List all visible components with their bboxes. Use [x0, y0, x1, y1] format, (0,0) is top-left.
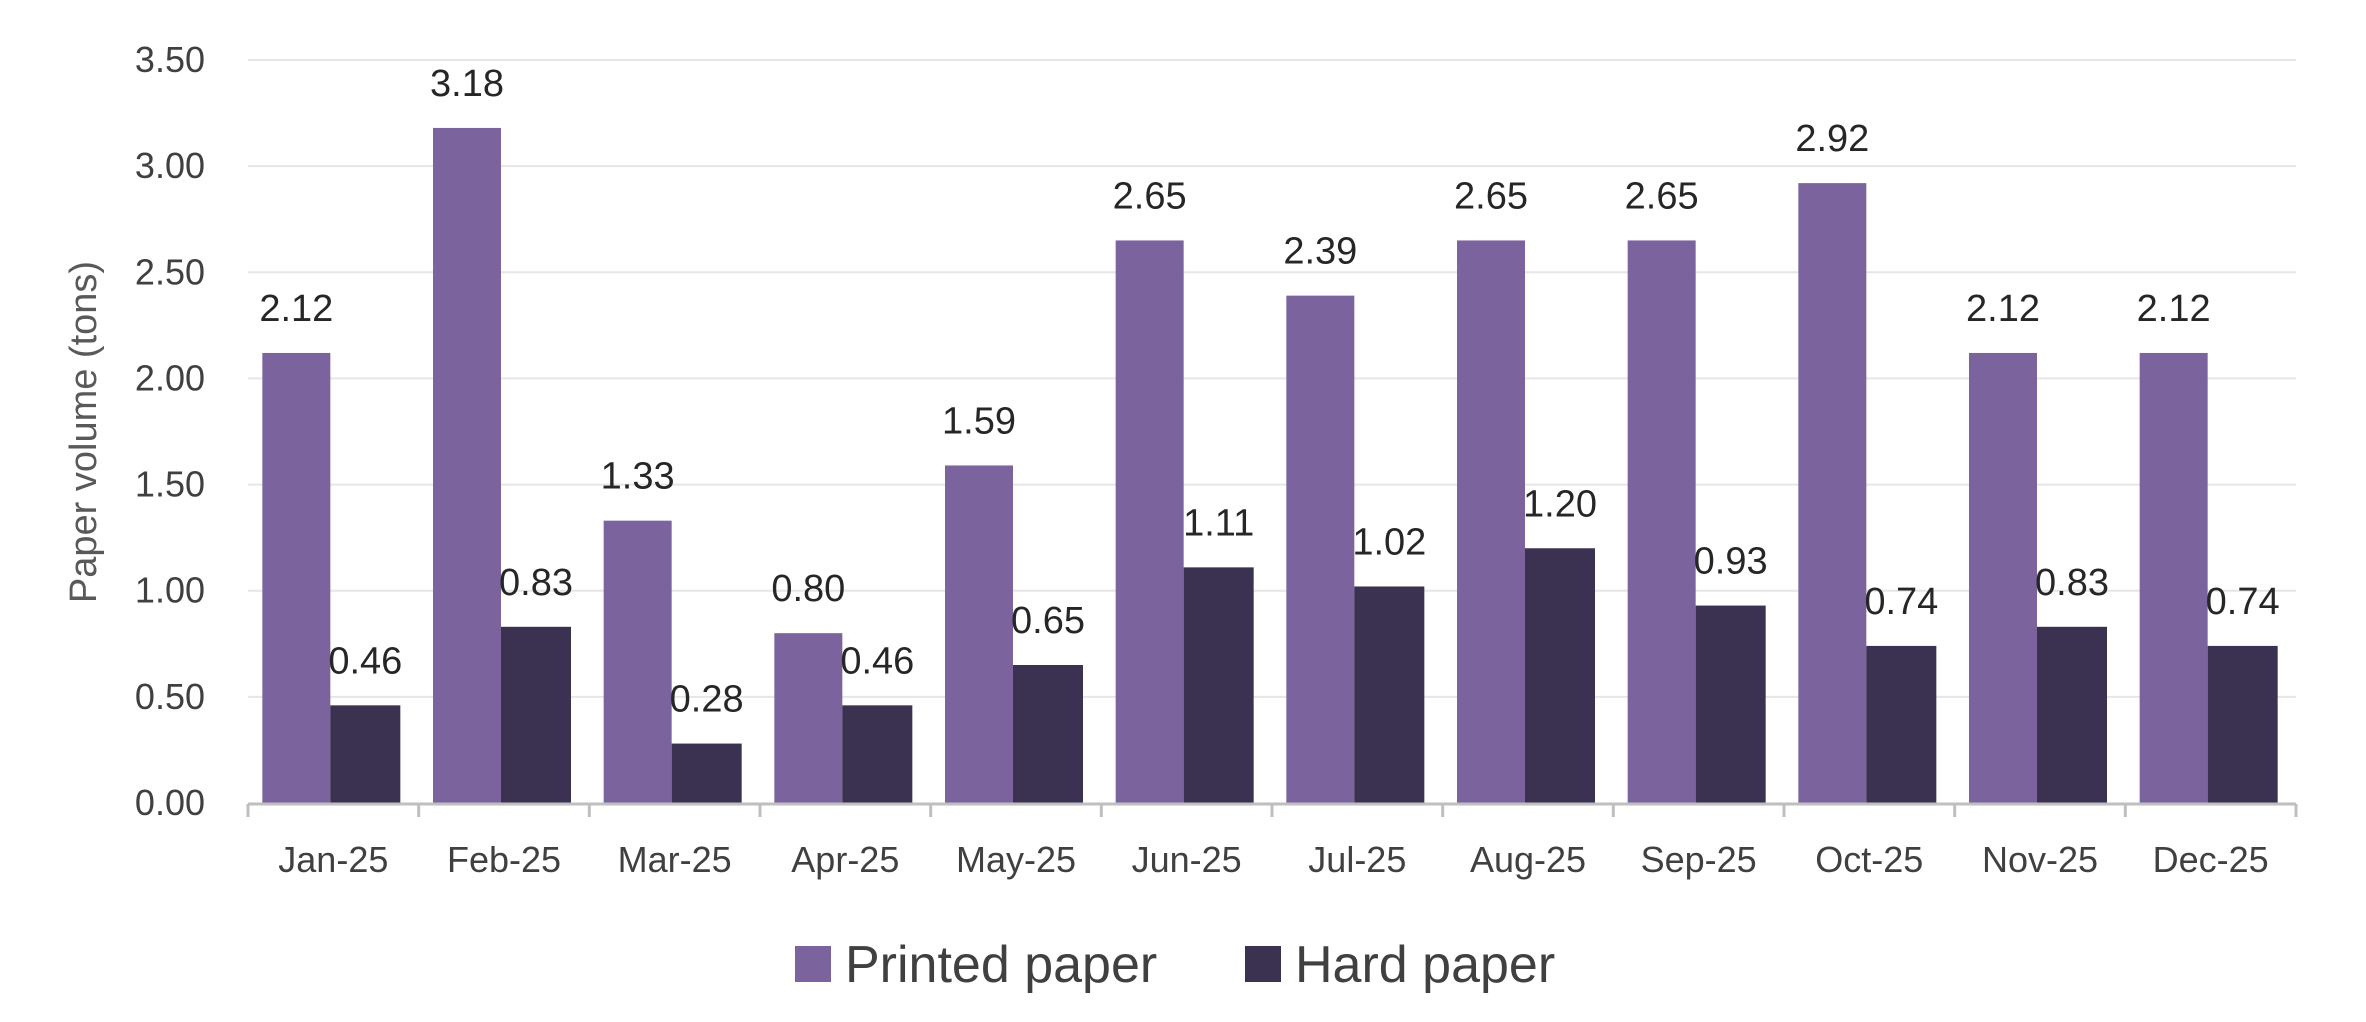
bar-hard-paper: [1354, 586, 1425, 803]
data-label: 1.33: [601, 456, 675, 498]
data-label: 0.65: [1011, 600, 1085, 642]
bar-hard-paper: [1525, 548, 1595, 803]
bar-printed-paper: [1969, 352, 2037, 803]
bar-printed-paper: [603, 520, 672, 803]
bar-printed-paper: [262, 352, 331, 803]
bar-printed-paper: [1286, 295, 1355, 803]
data-label: 2.65: [1625, 175, 1699, 217]
bar-hard-paper: [1013, 665, 1083, 803]
bar-hard-paper: [2037, 626, 2107, 803]
bar-printed-paper: [2139, 352, 2208, 803]
x-tick-label: Apr-25: [791, 839, 899, 880]
data-label: 0.74: [1864, 581, 1938, 623]
data-label: 2.39: [1283, 231, 1357, 273]
legend-swatch-printed-paper: [795, 946, 831, 982]
data-labels: 2.12 3.18 1.33 0.80 1.59 2.65 2.39 2.65 2.65 2.92…: [259, 63, 2279, 721]
y-axis-ticks: 0.00 0.50 1.00 1.50 2.00 2.50 3.00 3.50: [135, 39, 205, 823]
y-tick-label: 3.00: [135, 145, 205, 186]
data-label: 2.12: [259, 288, 333, 330]
data-label: 0.83: [2035, 562, 2109, 604]
x-tick-label: Aug-25: [1470, 839, 1586, 880]
legend: Printed paper Hard paper: [795, 936, 1555, 994]
x-tick-label: Jun-25: [1132, 839, 1242, 880]
bar-printed-paper: [1457, 240, 1525, 803]
y-tick-label: 0.50: [135, 676, 205, 717]
x-tick-label: Oct-25: [1815, 839, 1923, 880]
x-tick-label: Jan-25: [278, 839, 388, 880]
bar-hard-paper: [1695, 605, 1766, 803]
data-label: 2.65: [1454, 175, 1528, 217]
x-tick-label: Mar-25: [618, 839, 732, 880]
data-label: 1.02: [1352, 521, 1426, 563]
x-tick-label: Jul-25: [1308, 839, 1406, 880]
bar-printed-paper: [433, 127, 501, 804]
data-label: 0.46: [840, 640, 914, 682]
y-tick-label: 2.50: [135, 251, 205, 292]
bar-hard-paper: [2207, 645, 2278, 803]
data-label: 2.65: [1113, 175, 1187, 217]
data-label: 0.80: [771, 568, 845, 610]
data-label: 0.28: [670, 679, 744, 721]
bar-hard-paper: [501, 626, 571, 803]
y-tick-label: 3.50: [135, 39, 205, 80]
y-tick-label: 1.00: [135, 570, 205, 611]
bar-hard-paper: [1183, 567, 1254, 803]
bar-printed-paper: [774, 633, 843, 803]
x-axis: [246, 802, 2298, 817]
legend-label: Hard paper: [1295, 936, 1555, 994]
bar-printed-paper: [1798, 183, 1867, 803]
data-label: 1.20: [1523, 483, 1597, 525]
data-label: 3.18: [430, 63, 504, 105]
x-tick-label: May-25: [956, 839, 1076, 880]
data-label: 0.83: [499, 562, 573, 604]
data-label: 0.93: [1694, 541, 1768, 583]
bar-printed-paper: [1627, 240, 1696, 803]
gridlines: [248, 59, 2296, 698]
y-tick-label: 2.00: [135, 357, 205, 398]
x-tick-label: Sep-25: [1641, 839, 1757, 880]
bar-hard-paper: [330, 705, 401, 803]
data-label: 1.59: [942, 400, 1016, 442]
data-label: 2.92: [1795, 118, 1869, 160]
y-tick-label: 1.50: [135, 464, 205, 505]
x-tick-label: Feb-25: [447, 839, 561, 880]
y-tick-label: 0.00: [135, 782, 205, 823]
bar-hard-paper: [842, 705, 913, 803]
bar-printed-paper: [945, 465, 1013, 803]
x-tick-label: Nov-25: [1982, 839, 2098, 880]
data-label: 2.12: [1966, 288, 2040, 330]
data-label: 1.11: [1183, 502, 1254, 544]
x-axis-ticks: Jan-25 Feb-25 Mar-25 Apr-25 May-25 Jun-25 Jul-…: [278, 839, 2268, 880]
y-axis-title: Paper volume (tons): [63, 261, 105, 603]
bar-hard-paper: [671, 743, 742, 803]
data-label: 2.12: [2137, 288, 2211, 330]
bar-printed-paper: [1115, 240, 1184, 803]
data-label: 0.46: [328, 640, 402, 682]
legend-label: Printed paper: [845, 936, 1157, 994]
bar-hard-paper: [1866, 645, 1937, 803]
x-tick-label: Dec-25: [2153, 839, 2269, 880]
bars: [262, 127, 2278, 804]
legend-swatch-hard-paper: [1245, 946, 1281, 982]
data-label: 0.74: [2206, 581, 2280, 623]
